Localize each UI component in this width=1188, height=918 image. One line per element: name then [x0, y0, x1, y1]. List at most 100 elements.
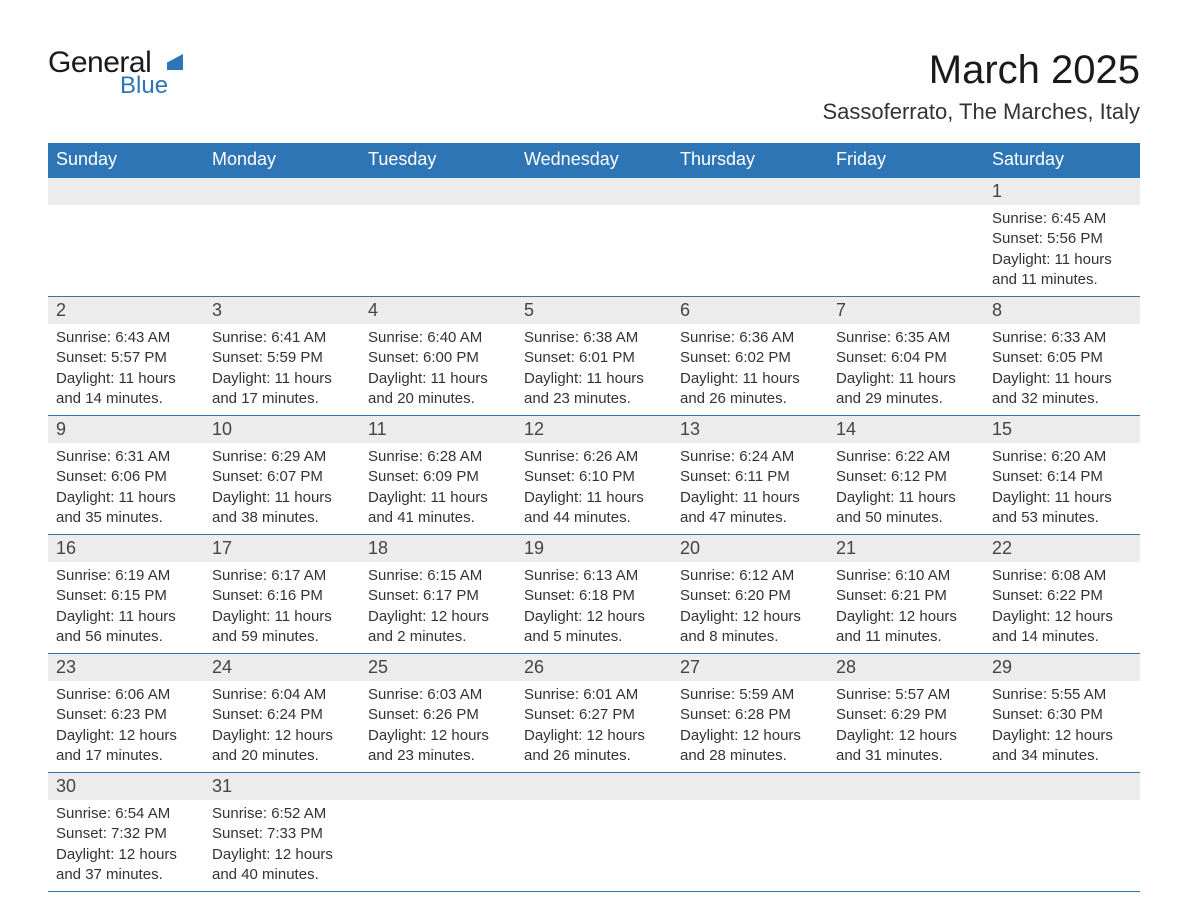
month-title: March 2025	[822, 48, 1140, 93]
day-number	[360, 178, 516, 205]
sunrise-text: Sunrise: 6:01 AM	[524, 685, 664, 705]
day-cell: Sunrise: 6:20 AMSunset: 6:14 PMDaylight:…	[984, 443, 1140, 534]
day-number: 15	[984, 416, 1140, 443]
sunrise-text: Sunrise: 6:10 AM	[836, 566, 976, 586]
sunset-text: Sunset: 5:59 PM	[212, 348, 352, 368]
sunrise-text: Sunrise: 6:43 AM	[56, 328, 196, 348]
sunrise-text: Sunrise: 6:22 AM	[836, 447, 976, 467]
day-number: 19	[516, 535, 672, 562]
daylight-text: Daylight: 11 hours and 23 minutes.	[524, 369, 664, 410]
day-cell: Sunrise: 6:28 AMSunset: 6:09 PMDaylight:…	[360, 443, 516, 534]
sunrise-text: Sunrise: 6:04 AM	[212, 685, 352, 705]
sunset-text: Sunset: 6:18 PM	[524, 586, 664, 606]
day-number: 6	[672, 297, 828, 324]
sunset-text: Sunset: 6:01 PM	[524, 348, 664, 368]
sunrise-text: Sunrise: 6:12 AM	[680, 566, 820, 586]
day-cell: Sunrise: 6:24 AMSunset: 6:11 PMDaylight:…	[672, 443, 828, 534]
day-cell: Sunrise: 6:22 AMSunset: 6:12 PMDaylight:…	[828, 443, 984, 534]
logo-text-blue: Blue	[120, 74, 183, 98]
daylight-text: Daylight: 12 hours and 14 minutes.	[992, 607, 1132, 648]
daylight-text: Daylight: 11 hours and 20 minutes.	[368, 369, 508, 410]
week-row: 23242526272829Sunrise: 6:06 AMSunset: 6:…	[48, 653, 1140, 772]
location-subtitle: Sassoferrato, The Marches, Italy	[822, 99, 1140, 125]
weeks-container: 1Sunrise: 6:45 AMSunset: 5:56 PMDaylight…	[48, 177, 1140, 892]
day-cell: Sunrise: 6:54 AMSunset: 7:32 PMDaylight:…	[48, 800, 204, 891]
sunrise-text: Sunrise: 6:31 AM	[56, 447, 196, 467]
sunrise-text: Sunrise: 6:26 AM	[524, 447, 664, 467]
day-cell: Sunrise: 6:04 AMSunset: 6:24 PMDaylight:…	[204, 681, 360, 772]
day-cell: Sunrise: 6:38 AMSunset: 6:01 PMDaylight:…	[516, 324, 672, 415]
sunset-text: Sunset: 6:24 PM	[212, 705, 352, 725]
day-number	[204, 178, 360, 205]
day-number	[360, 773, 516, 800]
week-row: 16171819202122Sunrise: 6:19 AMSunset: 6:…	[48, 534, 1140, 653]
sunset-text: Sunset: 6:23 PM	[56, 705, 196, 725]
sunrise-text: Sunrise: 6:40 AM	[368, 328, 508, 348]
day-number: 31	[204, 773, 360, 800]
sunrise-text: Sunrise: 6:24 AM	[680, 447, 820, 467]
day-number: 3	[204, 297, 360, 324]
title-block: March 2025 Sassoferrato, The Marches, It…	[822, 48, 1140, 125]
day-cell: Sunrise: 6:12 AMSunset: 6:20 PMDaylight:…	[672, 562, 828, 653]
daylight-text: Daylight: 11 hours and 35 minutes.	[56, 488, 196, 529]
day-number-strip: 16171819202122	[48, 535, 1140, 562]
day-number	[828, 178, 984, 205]
day-cell: Sunrise: 6:43 AMSunset: 5:57 PMDaylight:…	[48, 324, 204, 415]
daylight-text: Daylight: 11 hours and 41 minutes.	[368, 488, 508, 529]
sunset-text: Sunset: 6:21 PM	[836, 586, 976, 606]
week-row: 9101112131415Sunrise: 6:31 AMSunset: 6:0…	[48, 415, 1140, 534]
sunrise-text: Sunrise: 6:52 AM	[212, 804, 352, 824]
sunset-text: Sunset: 6:14 PM	[992, 467, 1132, 487]
day-cell	[360, 205, 516, 296]
daylight-text: Daylight: 12 hours and 37 minutes.	[56, 845, 196, 886]
day-number: 17	[204, 535, 360, 562]
day-cell: Sunrise: 6:31 AMSunset: 6:06 PMDaylight:…	[48, 443, 204, 534]
day-cell: Sunrise: 5:55 AMSunset: 6:30 PMDaylight:…	[984, 681, 1140, 772]
day-number-strip: 23242526272829	[48, 654, 1140, 681]
sunset-text: Sunset: 6:06 PM	[56, 467, 196, 487]
day-number: 12	[516, 416, 672, 443]
sunset-text: Sunset: 6:15 PM	[56, 586, 196, 606]
daylight-text: Daylight: 11 hours and 14 minutes.	[56, 369, 196, 410]
sunset-text: Sunset: 6:29 PM	[836, 705, 976, 725]
day-cell	[672, 205, 828, 296]
day-cell	[516, 205, 672, 296]
day-number: 25	[360, 654, 516, 681]
logo-triangle-icon	[153, 48, 183, 74]
sunset-text: Sunset: 6:09 PM	[368, 467, 508, 487]
daylight-text: Daylight: 11 hours and 38 minutes.	[212, 488, 352, 529]
sunset-text: Sunset: 7:32 PM	[56, 824, 196, 844]
daylight-text: Daylight: 12 hours and 20 minutes.	[212, 726, 352, 767]
day-number: 14	[828, 416, 984, 443]
day-number: 18	[360, 535, 516, 562]
day-cell: Sunrise: 6:08 AMSunset: 6:22 PMDaylight:…	[984, 562, 1140, 653]
sunrise-text: Sunrise: 6:28 AM	[368, 447, 508, 467]
sunset-text: Sunset: 6:10 PM	[524, 467, 664, 487]
weekday-header: Tuesday	[360, 143, 516, 177]
daylight-text: Daylight: 11 hours and 59 minutes.	[212, 607, 352, 648]
sunrise-text: Sunrise: 6:03 AM	[368, 685, 508, 705]
sunset-text: Sunset: 5:57 PM	[56, 348, 196, 368]
logo: General Blue	[48, 48, 183, 98]
sunrise-text: Sunrise: 6:38 AM	[524, 328, 664, 348]
day-number	[516, 773, 672, 800]
daylight-text: Daylight: 12 hours and 26 minutes.	[524, 726, 664, 767]
day-cell	[828, 800, 984, 891]
sunrise-text: Sunrise: 6:36 AM	[680, 328, 820, 348]
daylight-text: Daylight: 11 hours and 44 minutes.	[524, 488, 664, 529]
daylight-text: Daylight: 11 hours and 50 minutes.	[836, 488, 976, 529]
day-number: 23	[48, 654, 204, 681]
weekday-header: Friday	[828, 143, 984, 177]
sunset-text: Sunset: 7:33 PM	[212, 824, 352, 844]
daylight-text: Daylight: 11 hours and 32 minutes.	[992, 369, 1132, 410]
sunset-text: Sunset: 6:04 PM	[836, 348, 976, 368]
day-cell: Sunrise: 6:52 AMSunset: 7:33 PMDaylight:…	[204, 800, 360, 891]
day-number	[672, 773, 828, 800]
sunrise-text: Sunrise: 5:55 AM	[992, 685, 1132, 705]
sunrise-text: Sunrise: 6:54 AM	[56, 804, 196, 824]
calendar: SundayMondayTuesdayWednesdayThursdayFrid…	[48, 143, 1140, 892]
sunrise-text: Sunrise: 5:57 AM	[836, 685, 976, 705]
day-cell: Sunrise: 6:26 AMSunset: 6:10 PMDaylight:…	[516, 443, 672, 534]
day-cell	[984, 800, 1140, 891]
weekday-header: Sunday	[48, 143, 204, 177]
